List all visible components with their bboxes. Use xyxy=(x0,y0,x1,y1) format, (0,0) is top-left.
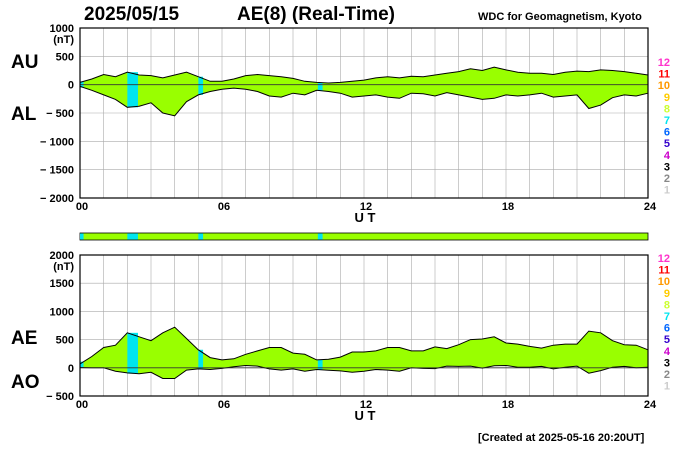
y-unit-label: (nT) xyxy=(53,261,74,273)
series-line-ao xyxy=(79,364,649,379)
date-label: 2025/05/15 xyxy=(84,4,180,25)
au-al-panel: 1000 500 0 − 500 − 1000 − 1500 − 2000 (nT) 00 06 1… xyxy=(40,23,657,225)
filled-band xyxy=(80,67,648,116)
created-timestamp: [Created at 2025-05-16 20:20UT] xyxy=(478,432,645,444)
station-count-label: 4 xyxy=(664,346,671,358)
ae-ao-panel: 2000 1500 1000 500 0 − 500 (nT) 00 06 12 18 24 U T xyxy=(46,250,657,423)
y-tick-label: − 500 xyxy=(46,108,74,120)
x-tick-label: 00 xyxy=(76,201,88,213)
y-tick-label: − 2000 xyxy=(40,193,74,205)
x-tick-label: 12 xyxy=(360,201,372,213)
station-count-label: 5 xyxy=(664,334,670,346)
x-tick-label: 24 xyxy=(644,399,657,411)
ae-label: AE xyxy=(11,328,38,349)
y-tick-label: − 500 xyxy=(46,391,74,403)
source-label: WDC for Geomagnetism, Kyoto xyxy=(478,11,642,23)
station-count-label: 1 xyxy=(664,381,670,393)
y-tick-label: 500 xyxy=(56,335,74,347)
index-title: AE(8) (Real-Time) xyxy=(237,4,396,25)
station-count-label: 12 xyxy=(658,57,670,69)
y-tick-label: 1000 xyxy=(50,306,74,318)
station-count-label: 12 xyxy=(658,253,670,265)
y-tick-label: 2000 xyxy=(50,250,74,262)
coverage-bar-segment xyxy=(317,233,323,240)
x-tick-label: 06 xyxy=(218,201,230,213)
coverage-bar-base xyxy=(79,232,649,241)
station-count-label: 3 xyxy=(664,357,670,369)
station-count-label: 6 xyxy=(664,127,670,139)
coverage-highlight xyxy=(317,82,323,91)
coverage-bar-segment xyxy=(198,233,204,240)
x-axis-title: U T xyxy=(355,210,376,225)
station-count-label: 11 xyxy=(658,69,670,81)
station-count-label: 1 xyxy=(664,185,670,197)
station-count-label: 4 xyxy=(664,150,671,162)
station-count-label: 10 xyxy=(658,276,670,288)
x-tick-label: 24 xyxy=(644,201,657,213)
station-count-label: 2 xyxy=(664,369,670,381)
x-tick-label: 12 xyxy=(360,399,372,411)
y-tick-label: 1000 xyxy=(50,23,74,35)
coverage-highlight xyxy=(198,349,204,370)
station-count-label: 9 xyxy=(664,92,670,104)
y-tick-label: − 1000 xyxy=(40,136,74,148)
y-tick-label: − 1500 xyxy=(40,165,74,177)
station-count-label: 8 xyxy=(664,103,670,115)
x-tick-label: 18 xyxy=(502,399,514,411)
plot-frame xyxy=(79,254,649,397)
series-line-ae xyxy=(79,326,649,365)
x-tick-label: 00 xyxy=(76,399,88,411)
y-unit-label: (nT) xyxy=(53,34,74,46)
coverage-highlight xyxy=(127,332,138,374)
station-count-label: 11 xyxy=(658,265,670,277)
x-tick-label: 18 xyxy=(502,201,514,213)
y-tick-label: 0 xyxy=(68,80,74,92)
ao-label: AO xyxy=(11,372,40,393)
y-tick-label: 1500 xyxy=(50,278,74,290)
au-label: AU xyxy=(11,52,39,73)
series-line-al xyxy=(79,85,649,117)
coverage-highlight xyxy=(198,76,204,95)
x-axis-title: U T xyxy=(355,408,376,423)
coverage-highlight xyxy=(317,359,323,370)
coverage-bar-segment xyxy=(80,233,84,240)
station-count-label: 6 xyxy=(664,323,670,335)
station-count-label: 5 xyxy=(664,138,670,150)
station-count-label: 7 xyxy=(664,311,670,323)
station-count-label: 10 xyxy=(658,80,670,92)
coverage-highlight xyxy=(80,361,84,368)
y-tick-label: 500 xyxy=(56,51,74,63)
y-tick-label: 0 xyxy=(68,363,74,375)
station-count-label: 7 xyxy=(664,115,670,127)
station-count-label: 9 xyxy=(664,288,670,300)
filled-band xyxy=(80,327,648,379)
plot-frame xyxy=(79,27,649,199)
station-count-label: 2 xyxy=(664,173,670,185)
al-label: AL xyxy=(11,104,37,125)
x-tick-label: 06 xyxy=(218,399,230,411)
station-count-label: 8 xyxy=(664,299,670,311)
coverage-bar-segment xyxy=(127,233,138,240)
station-coverage-bar xyxy=(79,232,649,241)
coverage-highlight xyxy=(127,72,138,108)
series-line-au xyxy=(79,66,649,84)
station-count-label: 3 xyxy=(664,161,670,173)
